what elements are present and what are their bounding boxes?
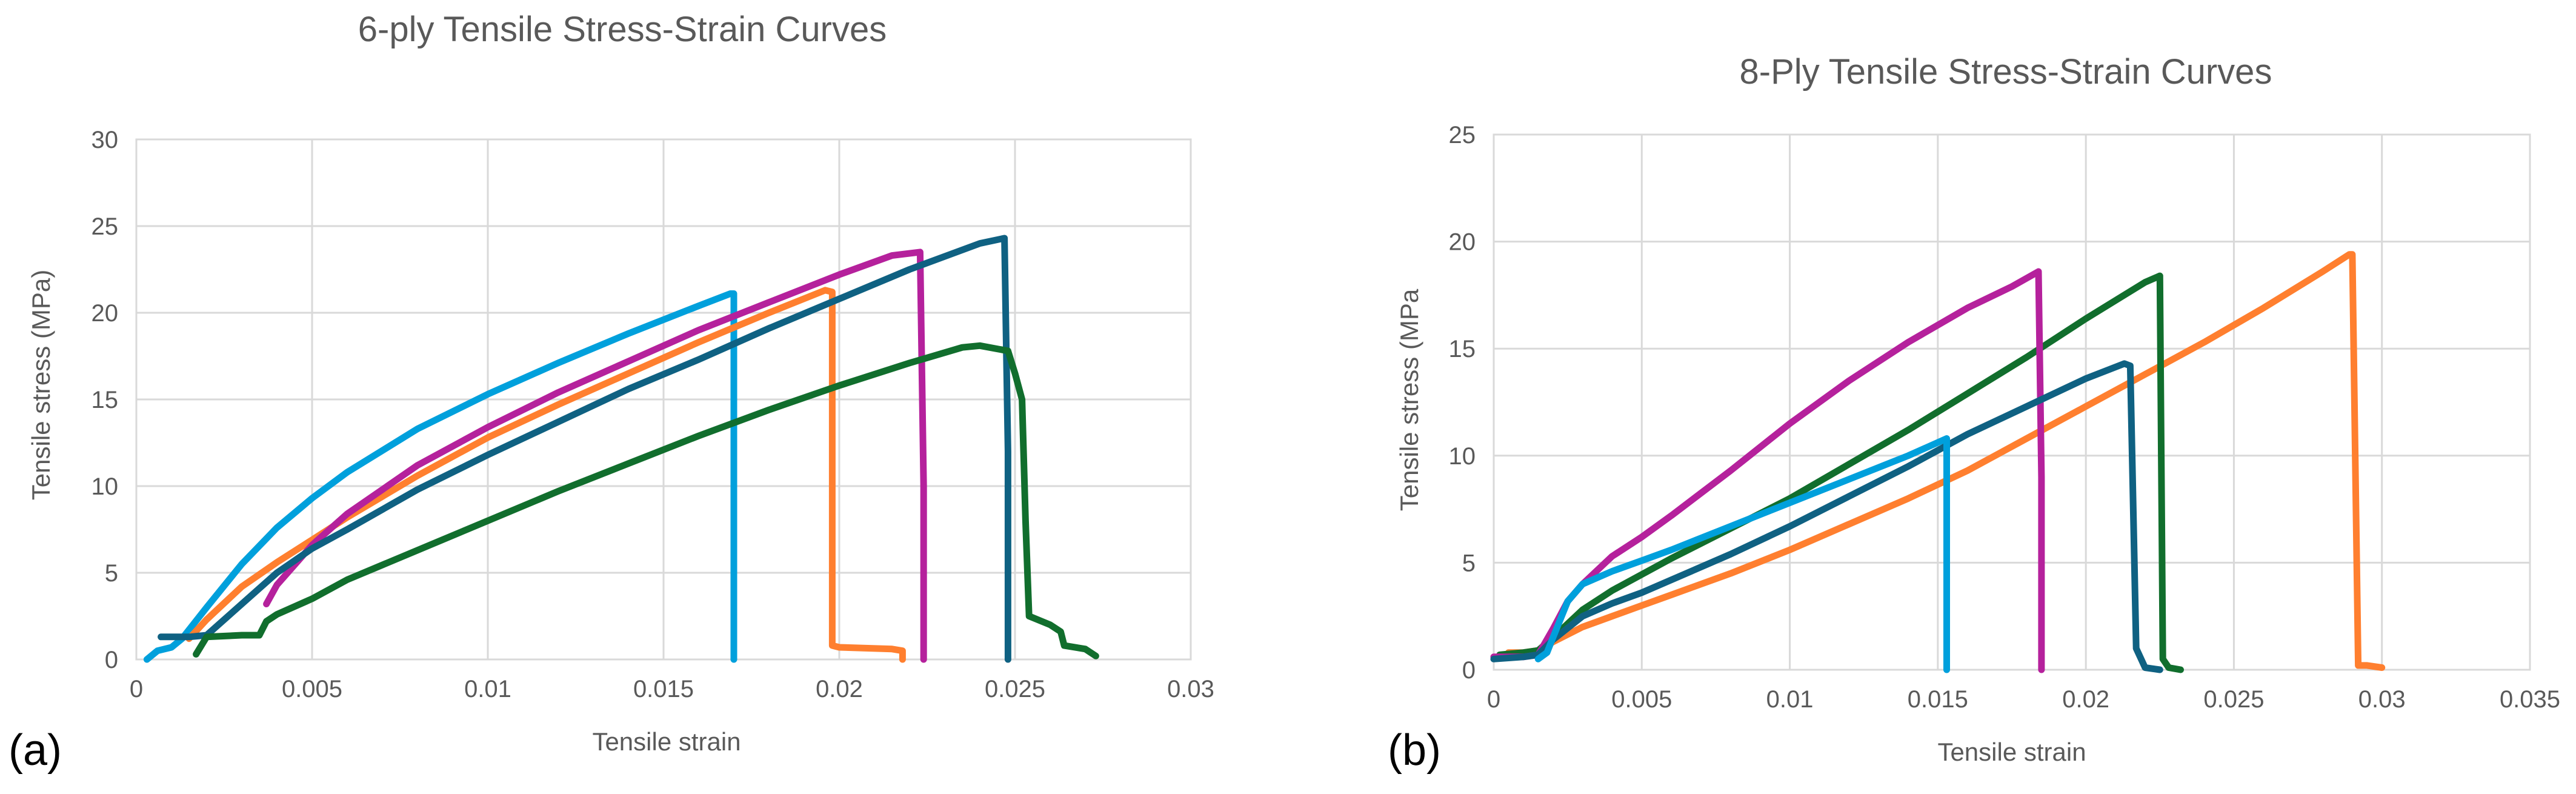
series-line-4 bbox=[158, 235, 1011, 663]
y-tick-label: 5 bbox=[105, 560, 118, 587]
y-tick-label: 0 bbox=[105, 647, 118, 673]
x-tick-label: 0 bbox=[130, 676, 143, 702]
chart-8-ply: 8-Ply Tensile Stress-Strain Curves Tensi… bbox=[1388, 52, 2560, 775]
x-tick-label: 0.025 bbox=[2203, 686, 2264, 713]
plot-area bbox=[135, 138, 1192, 661]
chart-6-ply: 6-ply Tensile Stress-Strain Curves Tensi… bbox=[8, 10, 1214, 775]
x-tick-label: 0.03 bbox=[1167, 676, 1214, 702]
panel-label: (b) bbox=[1388, 726, 1441, 775]
y-tick-label: 10 bbox=[92, 473, 119, 500]
plot-area bbox=[1493, 133, 2531, 671]
x-tick-label: 0.005 bbox=[1611, 686, 1672, 713]
chart-title: 6-ply Tensile Stress-Strain Curves bbox=[358, 10, 887, 49]
x-tick-label: 0.005 bbox=[282, 676, 342, 702]
x-tick-label: 0.01 bbox=[464, 676, 511, 702]
y-tick-label: 20 bbox=[92, 300, 119, 327]
series-line-3 bbox=[263, 249, 927, 663]
y-tick-label: 0 bbox=[1462, 657, 1476, 684]
x-tick-label: 0.02 bbox=[2062, 686, 2109, 713]
y-tick-label: 30 bbox=[92, 127, 119, 153]
x-tick-label: 0.02 bbox=[816, 676, 863, 702]
x-axis-label: Tensile strain bbox=[1937, 738, 2086, 766]
y-tick-label: 5 bbox=[1462, 550, 1476, 576]
x-tick-label: 0.025 bbox=[985, 676, 1045, 702]
x-tick-label: 0.01 bbox=[1766, 686, 1814, 713]
series-line-5 bbox=[1534, 435, 1950, 673]
x-tick-label: 0.015 bbox=[1908, 686, 1968, 713]
x-tick-label: 0.015 bbox=[633, 676, 694, 702]
series-line-3 bbox=[1490, 268, 2045, 673]
series-line-4 bbox=[1490, 360, 2163, 673]
x-axis-label: Tensile strain bbox=[592, 727, 741, 756]
y-tick-label: 15 bbox=[92, 387, 119, 413]
y-tick-label: 25 bbox=[92, 213, 119, 240]
panel-label: (a) bbox=[8, 726, 62, 775]
gridlines bbox=[135, 138, 1192, 661]
series-line-2 bbox=[185, 287, 906, 663]
x-tick-label: 0 bbox=[1487, 686, 1500, 713]
series-line-1 bbox=[1505, 251, 2386, 671]
x-tick-label: 0.03 bbox=[2358, 686, 2406, 713]
y-tick-label: 15 bbox=[1449, 336, 1476, 362]
y-axis-label: Tensile stress (MPa bbox=[1395, 289, 1423, 511]
y-tick-label: 20 bbox=[1449, 229, 1476, 256]
y-tick-label: 25 bbox=[1449, 122, 1476, 148]
chart-title: 8-Ply Tensile Stress-Strain Curves bbox=[1740, 52, 2272, 92]
x-tick-label: 0.035 bbox=[2500, 686, 2560, 713]
y-axis-label: Tensile stress (MPa) bbox=[27, 270, 55, 500]
series-line-5 bbox=[193, 342, 1099, 659]
y-tick-label: 10 bbox=[1449, 443, 1476, 470]
